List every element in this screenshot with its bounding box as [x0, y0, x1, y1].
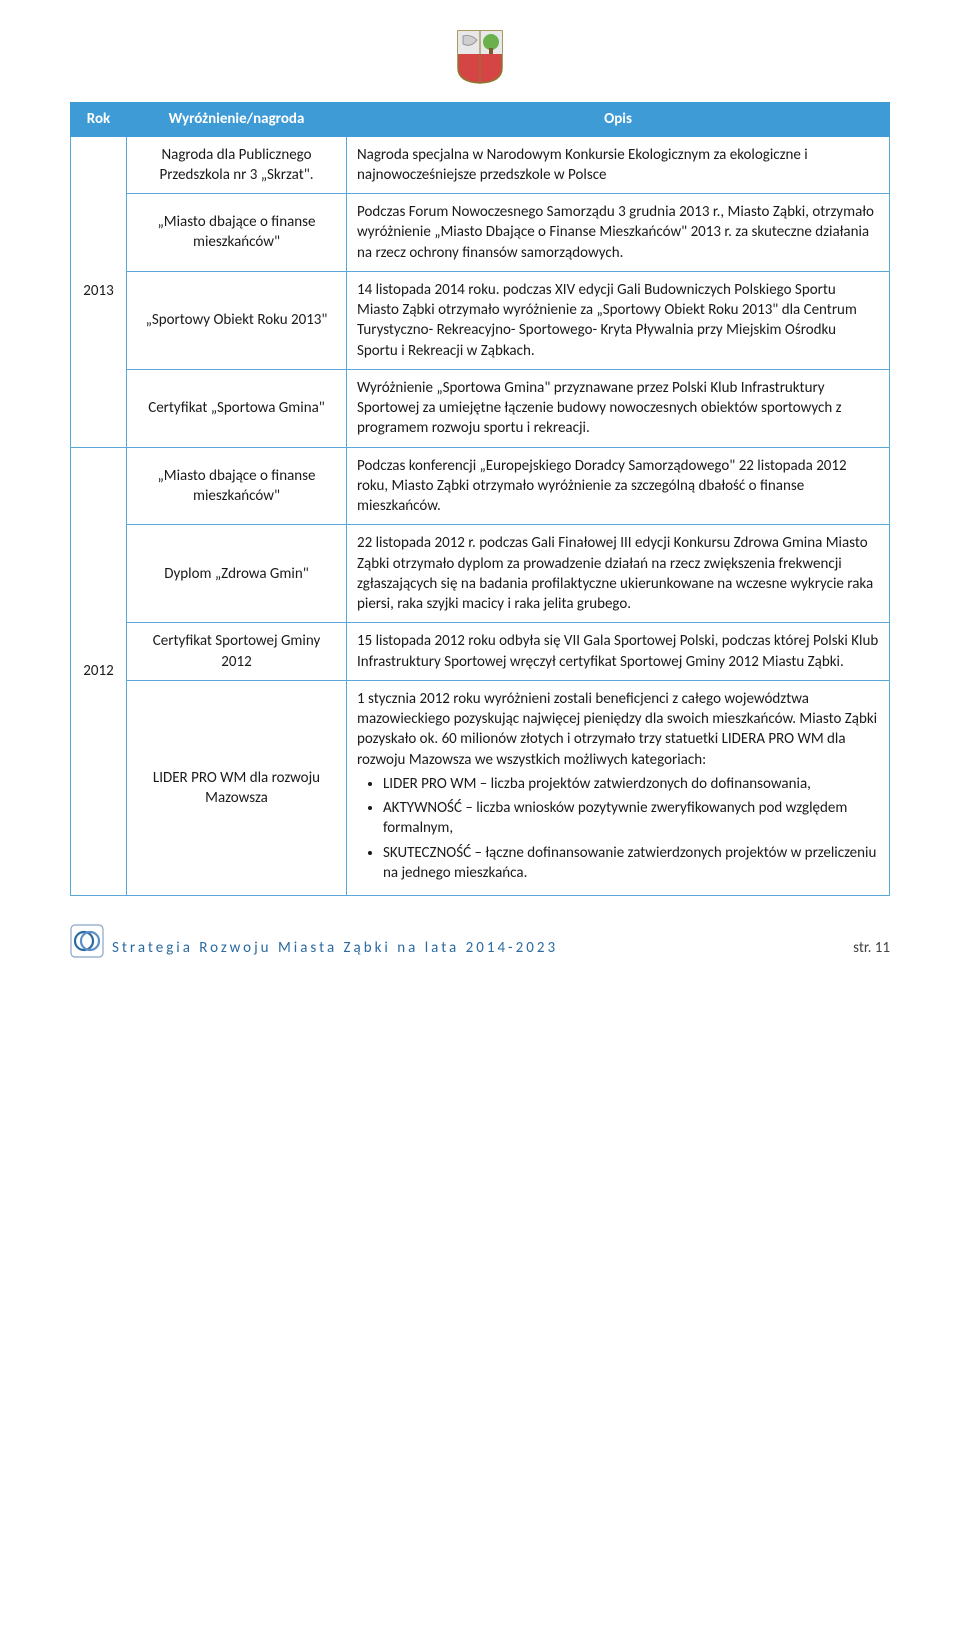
- desc-cell: 1 stycznia 2012 roku wyróżnieni zostali …: [347, 680, 890, 895]
- desc-cell: 14 listopada 2014 roku. podczas XIV edyc…: [347, 271, 890, 369]
- table-row: Dyplom „Zdrowa Gmin" 22 listopada 2012 r…: [71, 525, 890, 623]
- table-row: 2012 „Miasto dbające o finanse mieszkańc…: [71, 447, 890, 525]
- award-cell: „Miasto dbające o finanse mieszkańców": [127, 194, 347, 272]
- award-cell: „Miasto dbające o finanse mieszkańców": [127, 447, 347, 525]
- award-cell: Nagroda dla Publicznego Przedszkola nr 3…: [127, 136, 347, 194]
- table-row: „Sportowy Obiekt Roku 2013" 14 listopada…: [71, 271, 890, 369]
- desc-cell: 15 listopada 2012 roku odbyła się VII Ga…: [347, 623, 890, 681]
- award-cell: Certyfikat „Sportowa Gmina": [127, 369, 347, 447]
- table-row: „Miasto dbające o finanse mieszkańców" P…: [71, 194, 890, 272]
- bullet-item: AKTYWNOŚĆ – liczba wniosków pozytywnie z…: [383, 798, 879, 839]
- desc-intro: 1 stycznia 2012 roku wyróżnieni zostali …: [357, 690, 877, 769]
- table-row: 2013 Nagroda dla Publicznego Przedszkola…: [71, 136, 890, 194]
- table-row: LIDER PRO WM dla rozwoju Mazowsza 1 styc…: [71, 680, 890, 895]
- desc-cell: 22 listopada 2012 r. podczas Gali Finało…: [347, 525, 890, 623]
- year-cell: 2012: [71, 447, 127, 896]
- table-header-row: Rok Wyróżnienie/nagroda Opis: [71, 103, 890, 136]
- award-cell: Certyfikat Sportowej Gminy 2012: [127, 623, 347, 681]
- desc-cell: Nagroda specjalna w Narodowym Konkursie …: [347, 136, 890, 194]
- table-row: Certyfikat Sportowej Gminy 2012 15 listo…: [71, 623, 890, 681]
- page-number: str. 11: [853, 938, 890, 958]
- col-header-desc: Opis: [347, 103, 890, 136]
- page-footer: Strategia Rozwoju Miasta Ząbki na lata 2…: [70, 924, 890, 958]
- footer-logo-icon: [70, 924, 104, 958]
- award-cell: Dyplom „Zdrowa Gmin": [127, 525, 347, 623]
- award-cell: LIDER PRO WM dla rozwoju Mazowsza: [127, 680, 347, 895]
- desc-bullets: LIDER PRO WM – liczba projektów zatwierd…: [383, 774, 879, 883]
- table-row: Certyfikat „Sportowa Gmina" Wyróżnienie …: [71, 369, 890, 447]
- col-header-year: Rok: [71, 103, 127, 136]
- bullet-item: SKUTECZNOŚĆ – łączne dofinansowanie zatw…: [383, 843, 879, 884]
- header-logo-wrap: [70, 30, 890, 90]
- desc-cell: Podczas konferencji „Europejskiego Dorad…: [347, 447, 890, 525]
- footer-title: Strategia Rozwoju Miasta Ząbki na lata 2…: [112, 938, 558, 958]
- footer-left: Strategia Rozwoju Miasta Ząbki na lata 2…: [70, 924, 558, 958]
- bullet-item: LIDER PRO WM – liczba projektów zatwierd…: [383, 774, 879, 794]
- coat-of-arms-icon: [457, 30, 503, 84]
- award-cell: „Sportowy Obiekt Roku 2013": [127, 271, 347, 369]
- desc-cell: Wyróżnienie „Sportowa Gmina" przyznawane…: [347, 369, 890, 447]
- year-cell: 2013: [71, 136, 127, 447]
- col-header-award: Wyróżnienie/nagroda: [127, 103, 347, 136]
- awards-table: Rok Wyróżnienie/nagroda Opis 2013 Nagrod…: [70, 102, 890, 896]
- desc-cell: Podczas Forum Nowoczesnego Samorządu 3 g…: [347, 194, 890, 272]
